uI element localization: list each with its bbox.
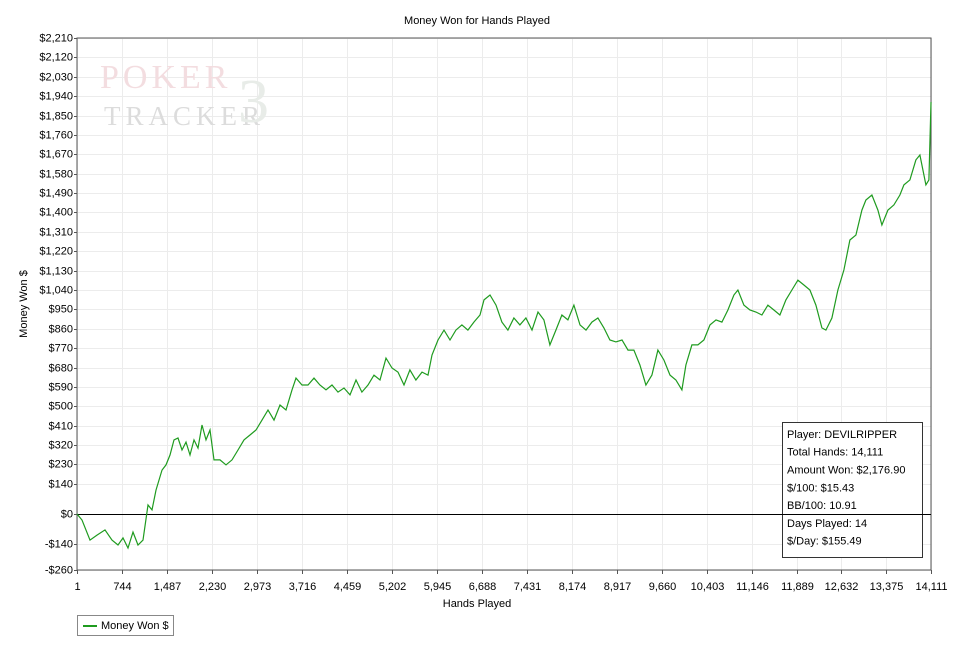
x-tick-label: 5,945 — [424, 581, 452, 593]
x-tick-label: 7,431 — [514, 581, 542, 593]
y-tick-label: $2,030 — [39, 71, 73, 83]
y-tick-label: $1,220 — [39, 245, 73, 257]
y-tick-label: $230 — [49, 458, 73, 470]
x-tick-label: 4,459 — [334, 581, 362, 593]
y-tick-label: $680 — [49, 362, 73, 374]
y-tick-label: $1,040 — [39, 284, 73, 296]
watermark-line1: POKER — [100, 59, 231, 96]
stats-line: BB/100: 10.91 — [787, 500, 857, 512]
y-tick-label: $140 — [49, 478, 73, 490]
y-tick-label: $1,760 — [39, 129, 73, 141]
x-tick-label: 2,973 — [244, 581, 272, 593]
y-tick-label: $1,490 — [39, 187, 73, 199]
y-tick-label: -$140 — [45, 538, 73, 550]
y-tick-label: $950 — [49, 303, 73, 315]
x-tick-label: 10,403 — [691, 581, 725, 593]
y-tick-label: $1,400 — [39, 206, 73, 218]
y-tick-label: $860 — [49, 323, 73, 335]
y-tick-label: $1,850 — [39, 110, 73, 122]
y-tick-label: $1,580 — [39, 168, 73, 180]
stats-line: $/100: $15.43 — [787, 482, 854, 494]
stats-line: Amount Won: $2,176.90 — [787, 465, 905, 477]
x-tick-label: 1,487 — [154, 581, 182, 593]
x-tick-label: 12,632 — [825, 581, 859, 593]
x-tick-label: 744 — [113, 581, 131, 593]
x-axis-label: Hands Played — [443, 598, 512, 610]
x-tick-label: 1 — [74, 581, 80, 593]
y-tick-label: $500 — [49, 400, 73, 412]
y-tick-label: $1,310 — [39, 226, 73, 238]
x-tick-label: 2,230 — [199, 581, 227, 593]
chart-title: Money Won for Hands Played — [404, 15, 550, 27]
y-tick-label: $2,120 — [39, 51, 73, 63]
y-tick-label: $1,940 — [39, 90, 73, 102]
plot-frame — [76, 37, 932, 571]
x-tick-label: 6,688 — [469, 581, 497, 593]
stats-line: Player: DEVILRIPPER — [787, 429, 897, 441]
series-line — [76, 101, 932, 550]
x-tick-label: 3,716 — [289, 581, 317, 593]
stats-line: Days Played: 14 — [787, 518, 867, 530]
y-tick-label: $410 — [49, 420, 73, 432]
x-tick-label: 13,375 — [870, 581, 904, 593]
x-tick-label: 8,917 — [604, 581, 632, 593]
y-tick-label: $320 — [49, 439, 73, 451]
y-tick-label: $0 — [61, 508, 73, 520]
legend-box — [77, 615, 174, 636]
grid — [77, 38, 932, 571]
y-tick-label: $1,130 — [39, 265, 73, 277]
y-tick-label: $1,670 — [39, 148, 73, 160]
y-tick-label: $590 — [49, 381, 73, 393]
x-tick-label: 14,111 — [915, 581, 947, 593]
watermark-line2: TRACKER — [104, 101, 265, 131]
x-tick-label: 11,146 — [736, 581, 769, 593]
stats-box: Player: DEVILRIPPER Total Hands: 14,111 Am… — [782, 422, 923, 558]
x-tick-label: 5,202 — [379, 581, 407, 593]
x-tick-label: 8,174 — [559, 581, 587, 593]
legend-label: Money Won $ — [101, 620, 169, 632]
y-tick-label: $770 — [49, 342, 73, 354]
y-axis-label: Money Won $ — [18, 270, 30, 338]
legend: Money Won $ — [77, 615, 174, 636]
x-tick-label: 11,889 — [781, 581, 814, 593]
y-tick-label: $2,210 — [39, 32, 73, 44]
y-tick-label: -$260 — [45, 564, 73, 576]
watermark-mark: 3 — [238, 68, 269, 136]
stats-frame — [782, 422, 923, 558]
stats-line: Total Hands: 14,111 — [787, 447, 883, 459]
stats-line: $/Day: $155.49 — [787, 536, 862, 548]
x-tick-label: 9,660 — [649, 581, 677, 593]
